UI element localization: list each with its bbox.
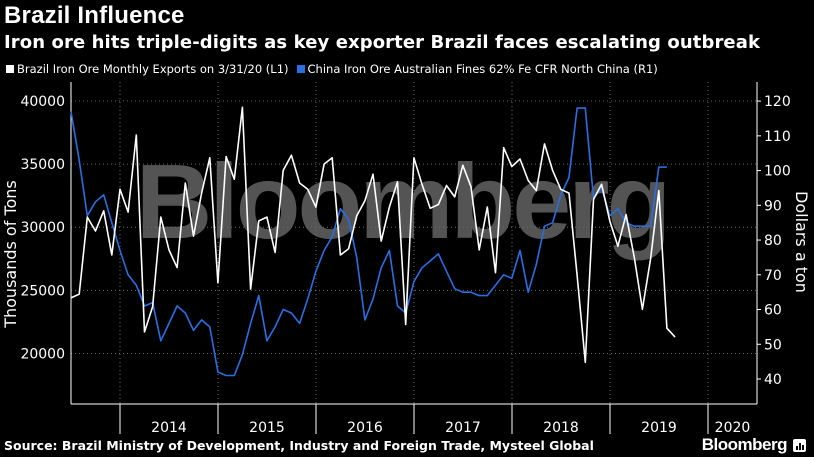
y-tick-label-right: 50: [764, 337, 782, 353]
legend-item-brazil-exports: Brazil Iron Ore Monthly Exports on 3/31/…: [6, 62, 289, 76]
x-tick-label: 2019: [641, 420, 677, 436]
y-axis-label-left: Thousands of Tons: [1, 180, 20, 329]
legend: Brazil Iron Ore Monthly Exports on 3/31/…: [6, 62, 666, 76]
x-tick-label: 2015: [249, 420, 285, 436]
y-tick-label-left: 35000: [20, 157, 65, 173]
y-tick-label-right: 70: [764, 268, 782, 284]
legend-swatch-white: [6, 65, 14, 73]
series-line-brazil-exports: [70, 106, 676, 364]
y-tick-label-left: 40000: [20, 94, 65, 110]
brand-text: Bloomberg: [701, 435, 788, 454]
x-tick-label: 2016: [347, 420, 383, 436]
legend-label-brazil-exports: Brazil Iron Ore Monthly Exports on 3/31/…: [17, 62, 289, 76]
bloomberg-logo: Bloomberg: [702, 435, 806, 455]
legend-swatch-blue: [296, 65, 305, 73]
grid-lines: [71, 82, 757, 404]
y-tick-label-right: 60: [764, 303, 782, 319]
y-axis-label-right: Dollars a ton: [792, 191, 811, 293]
y-tick-label-left: 30000: [20, 220, 65, 236]
x-tick-label: 2014: [151, 420, 187, 436]
y-tick-label-right: 40: [764, 372, 782, 388]
y-tick-label-left: 20000: [20, 346, 65, 362]
chart-title: Brazil Influence: [4, 2, 185, 29]
series-line-china-iron-ore: [70, 107, 667, 377]
y-tick-label-left: 25000: [20, 283, 65, 299]
y-tick-label-right: 100: [764, 164, 791, 180]
y-tick-label-right: 80: [764, 233, 782, 249]
axes: 20000 25000 30000 35000 40000 40 50 60 70 80 90 100…: [20, 82, 791, 436]
y-tick-label-right: 90: [764, 198, 782, 214]
y-tick-label-right: 110: [764, 129, 791, 145]
x-tick-label: 2017: [445, 420, 481, 436]
bloomberg-bars-icon: [793, 438, 806, 452]
chart-subtitle: Iron ore hits triple-digits as key expor…: [4, 32, 761, 53]
legend-item-china-iron-ore: China Iron Ore Australian Fines 62% Fe C…: [296, 62, 658, 76]
y-tick-label-right: 120: [764, 94, 791, 110]
legend-label-china-iron-ore: China Iron Ore Australian Fines 62% Fe C…: [307, 62, 658, 76]
series-lines: [70, 106, 676, 377]
source-note: Source: Brazil Ministry of Development, …: [4, 438, 594, 453]
x-tick-label: 2020: [715, 420, 751, 436]
x-tick-label: 2018: [543, 420, 579, 436]
